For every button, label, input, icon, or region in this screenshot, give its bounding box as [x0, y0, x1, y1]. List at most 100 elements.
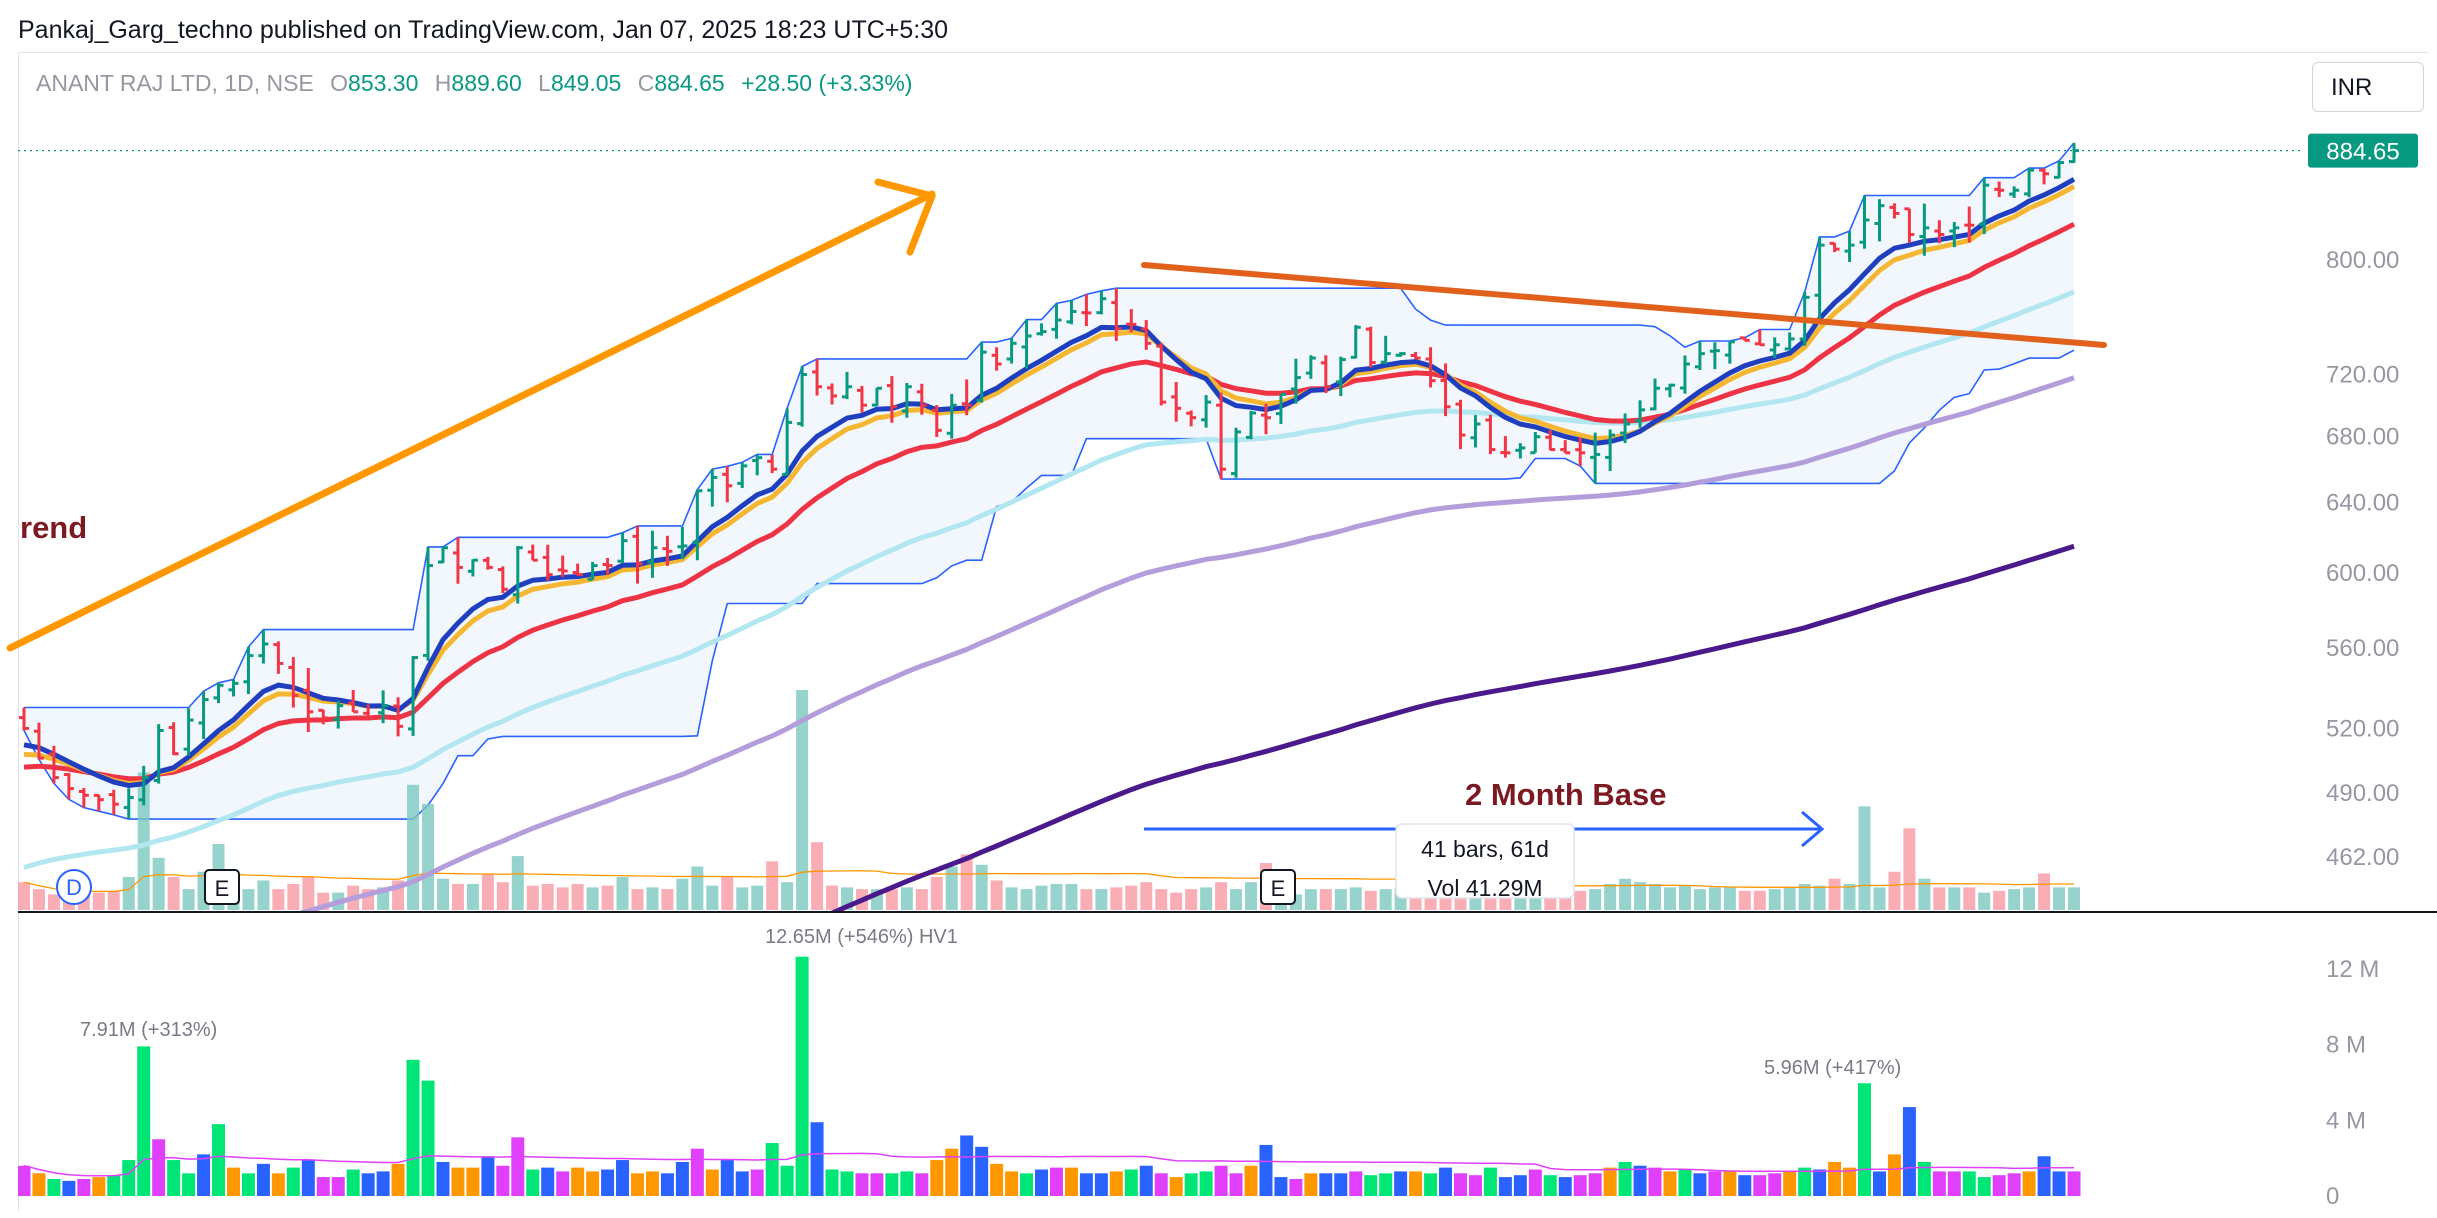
ohlc-bar[interactable] [363, 704, 374, 720]
ohlc-bar[interactable] [647, 530, 658, 578]
ohlc-bar[interactable] [1440, 363, 1451, 417]
ohlc-bar[interactable] [1096, 290, 1107, 315]
earnings-marker[interactable]: E [204, 869, 240, 905]
ohlc-bar[interactable] [1365, 326, 1376, 368]
ohlc-bar[interactable] [856, 385, 867, 413]
ohlc-bar[interactable] [1575, 437, 1586, 466]
ohlc-bar[interactable] [497, 566, 508, 594]
ohlc-bar[interactable] [1395, 352, 1406, 357]
ohlc-bar[interactable] [557, 555, 568, 578]
ohlc-bar[interactable] [1320, 355, 1331, 394]
ohlc-bar[interactable] [1530, 432, 1541, 455]
last-price-tag[interactable] [2308, 133, 2418, 168]
symbol-name[interactable]: ANANT RAJ LTD, 1D, NSE [36, 70, 314, 96]
ohlc-bar[interactable] [1156, 342, 1167, 406]
ohlc-bar[interactable] [886, 376, 897, 423]
ohlc-bar[interactable] [542, 544, 553, 581]
ohlc-bar[interactable] [1455, 399, 1466, 450]
ohlc-bar[interactable] [1186, 410, 1197, 427]
ohlc-bar[interactable] [243, 646, 254, 695]
ohlc-bar[interactable] [1889, 203, 1900, 219]
ohlc-bar[interactable] [707, 469, 718, 507]
ohlc-bar[interactable] [961, 379, 972, 416]
ohlc-bar[interactable] [1560, 440, 1571, 455]
ohlc-bar[interactable] [213, 682, 224, 704]
ohlc-bar[interactable] [153, 724, 164, 784]
ohlc-bar[interactable] [1246, 410, 1257, 440]
ohlc-bar[interactable] [1964, 206, 1975, 243]
ohlc-bar[interactable] [1260, 403, 1271, 435]
ohlc-bar[interactable] [1949, 222, 1960, 248]
symbol-legend[interactable]: ANANT RAJ LTD, 1D, NSE O853.30 H889.60 L… [36, 70, 912, 97]
ohlc-bar[interactable] [752, 454, 763, 476]
ohlc-bar[interactable] [198, 691, 209, 739]
ohlc-bar[interactable] [1739, 336, 1750, 342]
ohlc-bar[interactable] [1335, 356, 1346, 397]
ohlc-bar[interactable] [228, 679, 239, 697]
ohlc-bar[interactable] [871, 386, 882, 407]
ohlc-bar[interactable] [1290, 358, 1301, 404]
ohlc-bar[interactable] [602, 557, 613, 575]
ohlc-bar[interactable] [737, 462, 748, 488]
ohlc-bar[interactable] [1485, 414, 1496, 455]
ohlc-bar[interactable] [617, 532, 628, 564]
ohlc-bar[interactable] [423, 546, 434, 661]
ohlc-bar[interactable] [1126, 309, 1137, 333]
ohlc-bar[interactable] [812, 358, 823, 396]
ohlc-bar[interactable] [1784, 332, 1795, 351]
ohlc-bar[interactable] [1979, 177, 1990, 235]
ohlc-bar[interactable] [1724, 340, 1735, 364]
ohlc-bar[interactable] [1425, 347, 1436, 388]
ohlc-bar[interactable] [1216, 392, 1227, 480]
ohlc-bar[interactable] [1201, 395, 1212, 428]
ohlc-bar[interactable] [1620, 413, 1631, 444]
ohlc-bar[interactable] [1410, 351, 1421, 360]
ohlc-bar[interactable] [767, 454, 778, 474]
descending-trendline[interactable] [1141, 262, 2107, 348]
ohlc-bar[interactable] [63, 772, 74, 800]
ohlc-bar[interactable] [1051, 303, 1062, 339]
ohlc-bar[interactable] [108, 789, 119, 815]
ohlc-bar[interactable] [1141, 320, 1152, 350]
ohlc-bar[interactable] [1635, 400, 1646, 428]
ohlc-bar[interactable] [722, 466, 733, 503]
ohlc-bar[interactable] [2054, 160, 2065, 179]
ohlc-bar[interactable] [93, 793, 104, 812]
earnings-marker[interactable]: E [1260, 869, 1296, 905]
ohlc-bar[interactable] [662, 535, 673, 566]
ohlc-bar[interactable] [2039, 168, 2050, 185]
ohlc-bar[interactable] [916, 383, 927, 415]
ohlc-bar[interactable] [1350, 325, 1361, 359]
ohlc-bar[interactable] [318, 708, 329, 725]
ohlc-bar[interactable] [183, 708, 194, 756]
ohlc-bar[interactable] [78, 788, 89, 808]
ohlc-bar[interactable] [1111, 288, 1122, 341]
ohlc-bar[interactable] [1994, 181, 2005, 198]
ohlc-bar[interactable] [527, 544, 538, 562]
ohlc-bar[interactable] [841, 371, 852, 400]
ohlc-bar[interactable] [1829, 241, 1840, 253]
ohlc-bar[interactable] [2024, 168, 2035, 198]
ohlc-bar[interactable] [273, 641, 284, 674]
ohlc-bar[interactable] [482, 556, 493, 570]
ohlc-bar[interactable] [348, 689, 359, 714]
ohlc-bar[interactable] [168, 722, 179, 756]
ohlc-bar[interactable] [782, 408, 793, 476]
ohlc-bar[interactable] [976, 342, 987, 403]
ohlc-bar[interactable] [931, 405, 942, 437]
ohlc-bar[interactable] [1231, 427, 1242, 478]
ohlc-bar[interactable] [1769, 337, 1780, 359]
dividend-marker[interactable]: D [56, 869, 92, 905]
ohlc-bar[interactable] [1545, 430, 1556, 452]
ohlc-bar[interactable] [1754, 329, 1765, 347]
ohlc-bar[interactable] [1171, 382, 1182, 422]
ohlc-bar[interactable] [1081, 294, 1092, 327]
ohlc-bar[interactable] [1515, 443, 1526, 459]
ohlc-bar[interactable] [1874, 199, 1885, 242]
ohlc-bar[interactable] [1275, 392, 1286, 424]
ohlc-bar[interactable] [797, 366, 808, 427]
ohlc-bar[interactable] [1500, 436, 1511, 458]
ohlc-bar[interactable] [692, 489, 703, 561]
ohlc-bar[interactable] [1021, 319, 1032, 369]
ohlc-bar[interactable] [1679, 355, 1690, 394]
